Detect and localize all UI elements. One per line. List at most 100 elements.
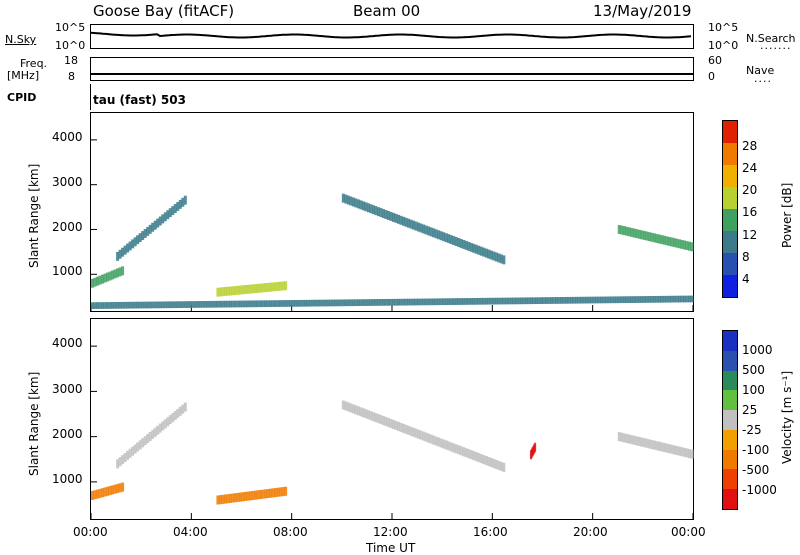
data-cell-early-arc [173,410,177,421]
data-cell-late-arc [647,232,651,242]
data-cell-ground-scatter [161,301,165,309]
data-cell-late-arc [645,231,649,241]
data-cell-midday-patch [269,282,273,292]
data-cell-ground-scatter [605,296,609,304]
data-cell-late-arc [647,439,651,449]
data-cell-late-arc [637,436,641,446]
data-cell-ground-scatter [434,298,438,306]
data-cell-evening-arc [379,415,383,425]
data-cell-early-arc [138,233,142,243]
data-cell-ground-scatter [186,301,190,308]
data-cell-ground-scatter [98,302,102,309]
data-cell-evening-arc [384,210,388,219]
xtick-2: 08:00 [273,525,308,539]
data-cell-evening-arc [412,220,416,230]
data-cell-evening-arc [467,241,471,251]
data-cell-evening-arc [454,444,458,454]
data-cell-ground-scatter [630,296,634,303]
data-cell-midday-patch [249,491,253,501]
data-cell-ground-scatter [492,297,496,305]
data-cell-evening-arc [374,206,378,216]
data-cell-evening-arc [484,248,488,258]
data-cell-ground-scatter [620,296,624,304]
data-cell-ground-scatter [238,300,242,308]
data-cell-ground-scatter [228,300,232,308]
data-cell-midday-patch [216,495,220,505]
data-cell-midday-patch [226,286,230,296]
data-cell-evening-arc [397,214,401,224]
x-axis-label: Time UT [366,541,416,555]
data-cell-ground-scatter [502,297,506,305]
data-cell-evening-arc [386,417,390,428]
data-cell-early-arc [168,208,172,218]
data-cell-evening-arc [459,446,463,456]
data-cell-evening-arc [437,437,441,447]
data-cell-ground-scatter [166,301,170,309]
data-cell-late-arc [617,432,621,442]
data-cell-ground-scatter [256,300,260,308]
data-cell-ground-scatter [555,297,559,304]
data-cell-late-arc [685,241,689,251]
velocity-cb-100: 100 [742,383,765,397]
data-cell-evening-arc [442,232,446,242]
data-cell-late-arc [627,227,631,237]
data-cell-ground-scatter [657,295,661,303]
data-cell-late-arc [682,240,686,250]
data-cell-ground-scatter [203,301,207,308]
data-cell-ground-scatter [462,298,466,305]
data-cell-late-arc [670,444,674,454]
data-cell-evening-arc [494,252,498,262]
data-cell-ground-scatter [524,297,528,305]
data-cell-evening-arc [407,425,411,435]
data-cell-evening-arc [376,414,380,424]
beam-title: Beam 00 [353,2,421,20]
data-cell-evening-arc [497,253,501,263]
data-cell-early-band [108,271,112,281]
data-cell-midday-patch [241,285,245,295]
power-swatch-2 [723,143,737,165]
data-cell-evening-arc [379,208,383,218]
data-cell-late-arc [667,236,671,246]
data-cell-ground-scatter [575,296,579,304]
data-cell-early-band [96,276,100,286]
data-cell-evening-arc [494,459,498,469]
velocity-ytick-2000: 2000 [52,427,83,441]
data-cell-ground-scatter [309,299,313,307]
data-cell-ground-scatter [577,296,581,304]
data-cell-late-arc [645,438,649,448]
data-cell-midday-patch [226,494,230,504]
data-cell-ground-scatter [246,300,250,308]
data-cell-ground-scatter [504,297,508,305]
data-cell-ground-scatter [422,298,426,306]
data-cell-ground-scatter [133,301,137,309]
data-cell-ground-scatter [662,295,666,303]
data-cell-evening-arc [449,235,453,245]
data-cell-midday-patch [231,493,235,503]
data-cell-late-arc [690,449,694,459]
data-cell-ground-scatter [311,299,315,307]
data-cell-evening-arc [409,426,413,436]
data-cell-ground-scatter [585,296,589,304]
data-cell-late-arc [657,234,661,244]
data-cell-ground-scatter [464,298,468,305]
data-cell-late-arc [662,442,666,453]
data-cell-early-band [101,274,105,284]
data-cell-early-arc [153,427,157,437]
xtick-6: 00:00 [671,525,706,539]
data-cell-ground-scatter [344,299,348,307]
data-cell-late-arc [620,225,624,235]
data-cell-ground-scatter [168,301,172,309]
data-cell-late-arc [617,224,621,234]
data-cell-ground-scatter [286,300,290,307]
data-cell-early-band [98,275,102,285]
data-cell-ground-scatter [474,297,478,305]
data-cell-early-arc [133,444,137,454]
data-cell-ground-scatter [570,296,574,304]
data-cell-ground-scatter [359,299,363,306]
data-cell-evening-arc [469,450,473,460]
data-cell-evening-arc [497,460,501,470]
data-cell-ground-scatter [582,296,586,304]
nsearch-label: N.Search [746,32,796,45]
data-cell-evening-arc [444,440,448,450]
data-cell-evening-arc [502,255,506,265]
